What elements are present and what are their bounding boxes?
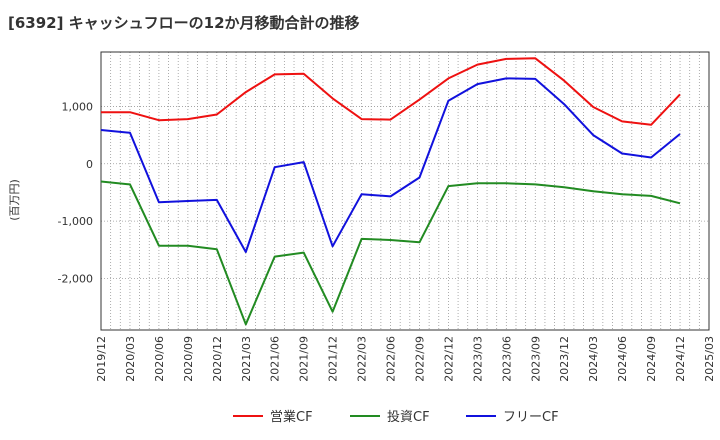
x-tick-label: 2024/03 bbox=[587, 336, 600, 382]
y-tick-label: 1,000 bbox=[62, 100, 94, 113]
x-tick-label: 2020/12 bbox=[211, 336, 224, 382]
series-line-投資CF bbox=[100, 180, 681, 326]
y-tick-label: 0 bbox=[86, 158, 93, 171]
y-tick-label: -2,000 bbox=[58, 272, 93, 285]
x-tick-label: 2021/06 bbox=[269, 336, 282, 382]
x-tick-label: 2025/03 bbox=[703, 336, 716, 382]
x-tick-label: 2023/03 bbox=[471, 336, 484, 382]
series-layer bbox=[100, 57, 681, 326]
legend: 営業CF 投資CF フリーCF bbox=[233, 409, 559, 425]
x-tick-label: 2023/09 bbox=[529, 336, 542, 382]
x-tick-label: 2021/09 bbox=[298, 336, 311, 382]
y-tick-label: -1,000 bbox=[58, 215, 93, 228]
legend-label: フリーCF bbox=[503, 410, 559, 425]
x-tick-label: 2020/03 bbox=[124, 336, 137, 382]
legend-label: 営業CF bbox=[270, 409, 313, 425]
x-tick-label: 2022/03 bbox=[356, 336, 369, 382]
x-tick-label: 2020/06 bbox=[153, 336, 166, 382]
x-tick-label: 2022/12 bbox=[442, 336, 455, 382]
x-tick-label: 2022/06 bbox=[385, 336, 398, 382]
x-tick-label: 2023/06 bbox=[500, 336, 513, 382]
y-axis-label: (百万円) bbox=[8, 179, 21, 221]
chart-title: [6392] キャッシュフローの12か月移動合計の推移 bbox=[8, 14, 360, 32]
x-tick-label: 2024/09 bbox=[645, 336, 658, 382]
plot-frame bbox=[100, 51, 710, 331]
x-tick-label: 2022/09 bbox=[413, 336, 426, 382]
x-tick-label: 2020/09 bbox=[182, 336, 195, 382]
x-tick-label: 2024/12 bbox=[674, 336, 687, 382]
x-tick-label: 2019/12 bbox=[95, 336, 108, 382]
x-tick-label: 2021/03 bbox=[240, 336, 253, 382]
x-tick-label: 2024/06 bbox=[616, 336, 629, 382]
x-tick-label: 2023/12 bbox=[558, 336, 571, 382]
x-tick-label: 2021/12 bbox=[327, 336, 340, 382]
series-line-フリーCF bbox=[100, 77, 681, 253]
grid-layer bbox=[100, 52, 710, 330]
legend-label: 投資CF bbox=[387, 409, 430, 425]
axis-layer: 1,000 0 -1,000 -2,000 2019/12 2020/03 2020/06 2… bbox=[58, 100, 716, 381]
series-line-営業CF bbox=[101, 57, 681, 126]
